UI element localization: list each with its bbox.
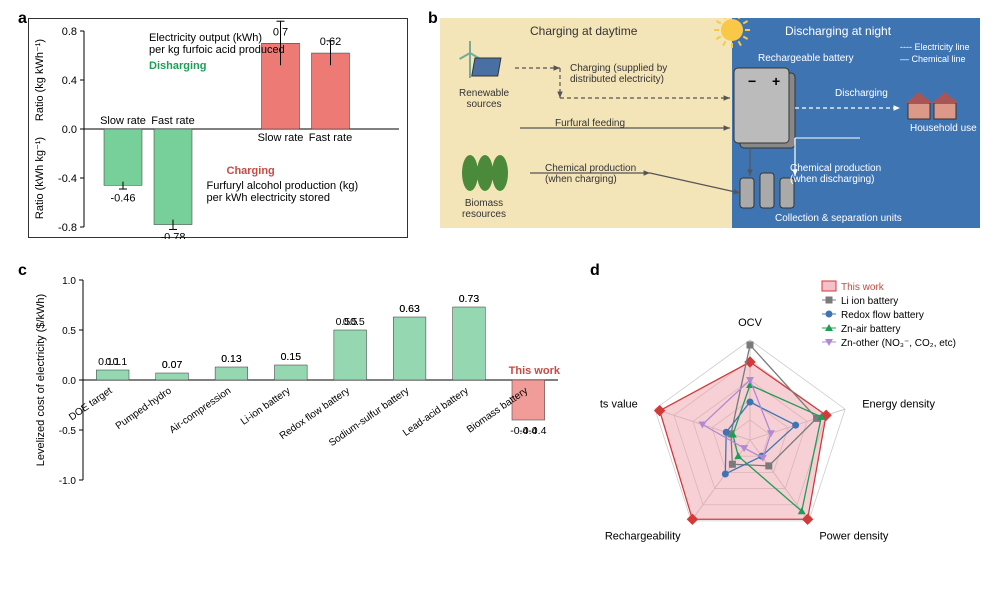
svg-text:OCV: OCV	[738, 317, 763, 329]
svg-text:0.63: 0.63	[399, 303, 420, 315]
svg-text:Li ion battery: Li ion battery	[841, 296, 898, 307]
svg-text:Pumped-hydro: Pumped-hydro	[114, 385, 174, 432]
legend-chem: — Chemical line	[900, 54, 966, 64]
collection-label: Collection & separation units	[775, 213, 902, 224]
svg-text:Fast rate: Fast rate	[151, 115, 194, 127]
svg-text:-0.5: -0.5	[59, 426, 77, 437]
legend-chem-text: Chemical line	[912, 54, 966, 64]
svg-text:0.15: 0.15	[281, 351, 302, 363]
svg-text:0.13: 0.13	[221, 353, 242, 365]
svg-text:0.0: 0.0	[62, 376, 76, 387]
chem-discharge-label: Chemical production (when discharging)	[790, 163, 900, 185]
svg-text:Products value: Products value	[600, 399, 638, 411]
svg-text:per kg furfoic acid produced: per kg furfoic acid produced	[149, 44, 285, 56]
svg-text:0.5: 0.5	[343, 316, 358, 328]
svg-text:-0.4: -0.4	[519, 425, 537, 437]
biomass-label: Biomass resources	[454, 198, 514, 220]
svg-text:Slow rate: Slow rate	[258, 132, 304, 144]
svg-text:Levelized cost of electricity: Levelized cost of electricity ($/kWh)	[35, 294, 47, 466]
svg-text:This work: This work	[841, 282, 885, 293]
svg-text:Furfuryl alcohol production (k: Furfuryl alcohol production (kg)	[207, 180, 359, 192]
svg-text:Disharging: Disharging	[149, 60, 206, 72]
panel-c-svg: -1.0 -0.5 0.0 0.5 1.0 Levelized cost of elect…	[28, 270, 568, 570]
svg-text:Lead-acid battery: Lead-acid battery	[401, 385, 471, 438]
svg-text:−: −	[748, 73, 756, 89]
svg-text:Fast rate: Fast rate	[309, 132, 352, 144]
svg-text:This work: This work	[509, 365, 561, 377]
svg-text:-0.8: -0.8	[58, 222, 77, 234]
svg-text:Slow rate: Slow rate	[100, 115, 146, 127]
panel-d-label: d	[590, 262, 600, 280]
panel-a-label: a	[18, 10, 27, 28]
svg-text:-0.4: -0.4	[58, 173, 77, 185]
svg-text:Charging: Charging	[227, 165, 275, 177]
heading-day: Charging at daytime	[530, 24, 637, 38]
svg-text:0.1: 0.1	[105, 356, 120, 368]
svg-text:0.07: 0.07	[162, 359, 183, 371]
svg-text:Li-ion battery: Li-ion battery	[239, 385, 293, 427]
charging-note: Charging (supplied by distributed electr…	[570, 63, 680, 85]
svg-text:Ratio (kg kWh⁻¹): Ratio (kg kWh⁻¹)	[34, 39, 46, 121]
svg-text:0.4: 0.4	[62, 75, 77, 87]
panel-b-label: b	[428, 10, 438, 28]
panel-c-label: c	[18, 262, 27, 280]
svg-text:0.8: 0.8	[62, 26, 77, 38]
svg-text:Air-compression: Air-compression	[168, 385, 233, 435]
svg-text:Zn-other (NO₃⁻, CO₂, etc): Zn-other (NO₃⁻, CO₂, etc)	[841, 338, 956, 349]
panel-a-svg: 0.0 0.4 0.8 -0.4 -0.8 Ratio (kg kWh⁻¹) Ratio (…	[29, 19, 409, 239]
svg-text:Zn-air battery: Zn-air battery	[841, 324, 900, 335]
svg-text:+: +	[772, 73, 780, 89]
svg-text:-0.46: -0.46	[110, 192, 135, 204]
panel-d: OCV Energy density Power density Rechargeab…	[600, 270, 980, 570]
svg-text:Energy density: Energy density	[862, 399, 935, 411]
svg-text:Ratio (kWh kg⁻¹): Ratio (kWh kg⁻¹)	[34, 137, 46, 219]
svg-text:Rechargeability: Rechargeability	[605, 530, 681, 542]
panel-d-svg: OCV Energy density Power density Rechargeab…	[600, 270, 980, 570]
panel-b-svg: −+	[440, 18, 980, 228]
heading-night: Discharging at night	[785, 24, 891, 38]
panel-c: -1.0 -0.5 0.0 0.5 1.0 Levelized cost of elect…	[28, 270, 568, 570]
svg-text:-1.0: -1.0	[59, 476, 77, 487]
svg-text:0.73: 0.73	[459, 293, 480, 305]
discharging-label: Discharging	[835, 88, 888, 99]
svg-text:DOE target: DOE target	[67, 385, 114, 423]
svg-text:0.0: 0.0	[62, 124, 77, 136]
furfural-label: Furfural feeding	[555, 118, 625, 129]
svg-text:per kWh electricity stored: per kWh electricity stored	[207, 192, 330, 204]
legend-elec: ---- Electricity line	[900, 42, 970, 52]
svg-text:1.0: 1.0	[62, 276, 76, 287]
panel-b: −+ Charging at daytime Discharging at ni…	[440, 18, 980, 228]
household-label: Household use	[910, 123, 977, 134]
legend-elec-text: Electricity line	[915, 42, 970, 52]
svg-text:Redox flow battery: Redox flow battery	[841, 310, 924, 321]
svg-text:-0.78: -0.78	[160, 232, 185, 239]
panel-a: 0.0 0.4 0.8 -0.4 -0.8 Ratio (kg kWh⁻¹) Ratio (…	[28, 18, 408, 238]
renewable-label: Renewable sources	[454, 88, 514, 110]
svg-text:Power density: Power density	[819, 530, 889, 542]
svg-text:0.62: 0.62	[320, 36, 341, 48]
svg-text:0.7: 0.7	[273, 26, 288, 38]
battery-label: Rechargeable battery	[758, 53, 854, 64]
chem-charge-label: Chemical production (when charging)	[545, 163, 655, 185]
svg-text:Electricity output (kWh): Electricity output (kWh)	[149, 32, 262, 44]
svg-text:0.5: 0.5	[62, 326, 76, 337]
